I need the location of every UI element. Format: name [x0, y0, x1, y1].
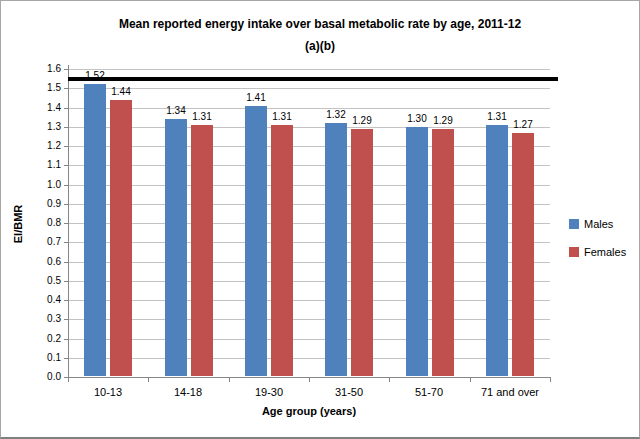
y-tick-label: 1.6: [31, 63, 61, 75]
y-axis-tick: [64, 262, 68, 263]
gridline: [68, 165, 550, 166]
gridline: [68, 242, 550, 243]
bar-males-31-50: [325, 123, 347, 376]
x-axis-tick: [470, 378, 471, 382]
y-tick-label: 0.6: [31, 256, 61, 268]
y-tick-label: 0.4: [31, 294, 61, 306]
legend-item-males: Males: [569, 218, 626, 230]
gridline: [68, 146, 550, 147]
x-tick-label: 51-70: [389, 386, 469, 399]
x-tick-label: 19-30: [229, 386, 309, 399]
data-label-females-71-and-over: 1.27: [505, 119, 541, 131]
bar-chart: Mean reported energy intake over basal m…: [0, 0, 640, 439]
legend-item-females: Females: [569, 246, 626, 258]
y-axis-title: EI/BMR: [12, 124, 26, 324]
gridline: [68, 319, 550, 320]
x-axis-tick: [68, 378, 69, 382]
gridline: [68, 185, 550, 186]
x-axis-tick: [309, 378, 310, 382]
x-tick-label: 10-13: [68, 386, 148, 399]
legend-label-males: Males: [584, 218, 613, 230]
chart-title: Mean reported energy intake over basal m…: [1, 13, 639, 57]
data-label-males-19-30: 1.41: [238, 92, 274, 104]
bar-males-14-18: [165, 119, 187, 376]
y-tick-label: 0.1: [31, 352, 61, 364]
gridline: [68, 358, 550, 359]
bar-males-19-30: [245, 106, 267, 376]
gridline: [68, 300, 550, 301]
bar-females-14-18: [191, 125, 213, 376]
y-axis-tick: [64, 281, 68, 282]
gridline: [68, 204, 550, 205]
data-label-females-51-70: 1.29: [425, 115, 461, 127]
x-axis-tick: [148, 378, 149, 382]
bar-males-10-13: [84, 84, 106, 376]
y-tick-label: 0.0: [31, 371, 61, 383]
y-axis-tick: [64, 204, 68, 205]
data-label-females-14-18: 1.31: [184, 111, 220, 123]
y-tick-label: 1.1: [31, 159, 61, 171]
y-tick-label: 1.0: [31, 179, 61, 191]
reference-line: [68, 77, 558, 81]
gridline: [68, 281, 550, 282]
x-axis-title: Age group (years): [68, 405, 550, 417]
y-axis-line: [68, 65, 69, 378]
y-axis-tick: [64, 165, 68, 166]
x-tick-label: 31-50: [309, 386, 389, 399]
y-axis-tick: [64, 300, 68, 301]
data-label-females-19-30: 1.31: [264, 111, 300, 123]
y-tick-label: 0.2: [31, 333, 61, 345]
gridline: [68, 339, 550, 340]
bar-females-10-13: [110, 100, 132, 376]
y-tick-label: 0.9: [31, 198, 61, 210]
legend-label-females: Females: [584, 246, 626, 258]
y-axis-tick: [64, 69, 68, 70]
plot-area: [68, 69, 550, 377]
y-tick-label: 0.8: [31, 217, 61, 229]
y-axis-tick: [64, 146, 68, 147]
y-tick-label: 1.5: [31, 82, 61, 94]
y-axis-tick: [64, 358, 68, 359]
y-tick-label: 1.3: [31, 121, 61, 133]
y-tick-label: 1.4: [31, 102, 61, 114]
y-axis-tick: [64, 242, 68, 243]
y-axis-tick: [64, 185, 68, 186]
gridline: [68, 127, 550, 128]
x-axis-tick: [389, 378, 390, 382]
x-tick-label: 14-18: [148, 386, 228, 399]
y-tick-label: 0.3: [31, 313, 61, 325]
y-axis-tick: [64, 127, 68, 128]
gridline: [68, 88, 550, 89]
y-tick-label: 0.5: [31, 275, 61, 287]
gridline: [68, 262, 550, 263]
x-tick-label: 71 and over: [470, 386, 550, 399]
legend: Males Females: [569, 218, 626, 274]
chart-title-line1: Mean reported energy intake over basal m…: [1, 13, 639, 35]
data-label-females-10-13: 1.44: [103, 86, 139, 98]
bar-females-19-30: [271, 125, 293, 376]
gridline: [68, 69, 550, 70]
bar-males-71-and-over: [486, 125, 508, 376]
y-axis-tick: [64, 223, 68, 224]
y-tick-label: 1.2: [31, 140, 61, 152]
y-axis-tick: [64, 108, 68, 109]
gridline: [68, 223, 550, 224]
y-axis-tick: [64, 339, 68, 340]
bar-females-71-and-over: [512, 133, 534, 376]
y-axis-tick: [64, 319, 68, 320]
data-label-females-31-50: 1.29: [344, 115, 380, 127]
males-color-swatch-icon: [569, 219, 579, 229]
x-axis-tick: [550, 378, 551, 382]
bar-males-51-70: [406, 127, 428, 376]
gridline: [68, 108, 550, 109]
y-tick-label: 0.7: [31, 236, 61, 248]
x-axis-tick: [229, 378, 230, 382]
bar-females-31-50: [351, 129, 373, 376]
females-color-swatch-icon: [569, 247, 579, 257]
chart-title-line2: (a)(b): [1, 35, 639, 57]
y-axis-tick: [64, 88, 68, 89]
bar-females-51-70: [432, 129, 454, 376]
